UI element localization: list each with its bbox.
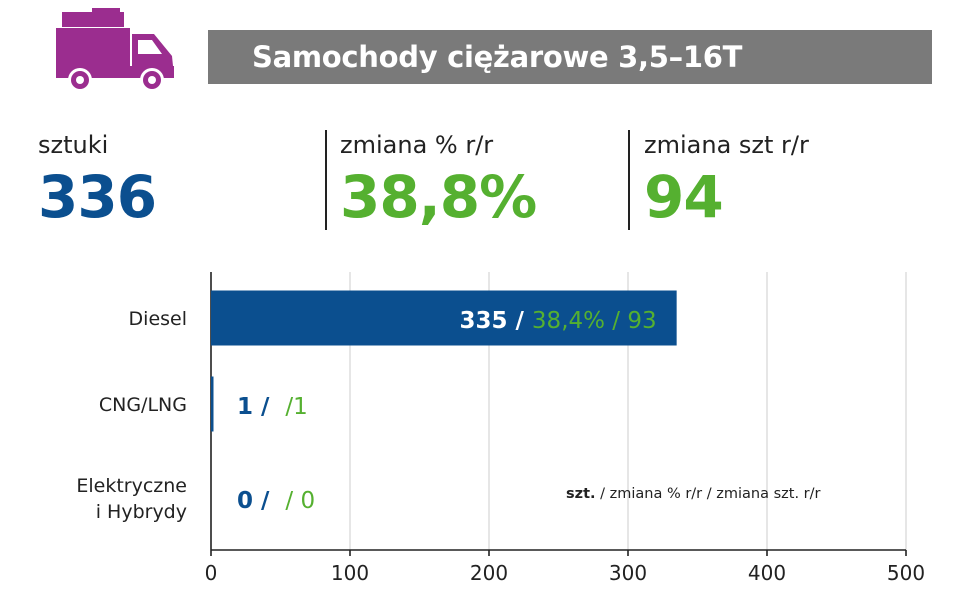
kpi-change-percent-label: zmiana % r/r bbox=[340, 131, 494, 159]
truck-cargo-body bbox=[56, 28, 130, 66]
legend-note: szt. / zmiana % r/r / zmiana szt. r/r bbox=[566, 486, 820, 502]
truck-wheel-front-hub bbox=[148, 76, 156, 84]
x-tick-label: 200 bbox=[470, 561, 508, 585]
kpi-divider bbox=[628, 130, 630, 230]
bar bbox=[211, 290, 677, 346]
x-tick-label: 400 bbox=[748, 561, 786, 585]
x-tick-label: 0 bbox=[205, 561, 218, 585]
truck-cargo-box bbox=[92, 8, 120, 14]
x-tick-label: 100 bbox=[331, 561, 369, 585]
kpi-change-percent: zmiana % r/r 38,8% bbox=[340, 128, 537, 232]
kpi-units: sztuki 336 bbox=[38, 128, 157, 232]
kpi-change-units-value: 94 bbox=[644, 163, 724, 231]
legend-note-rest: / zmiana % r/r / zmiana szt. r/r bbox=[595, 486, 821, 502]
kpi-divider bbox=[325, 130, 327, 230]
bar bbox=[211, 376, 214, 432]
kpi-change-units-label: zmiana szt r/r bbox=[644, 131, 809, 159]
legend-note-bold: szt. bbox=[566, 486, 596, 502]
truck-cargo-top bbox=[62, 12, 124, 27]
kpi-change-units: zmiana szt r/r 94 bbox=[644, 128, 809, 232]
x-tick-label: 300 bbox=[609, 561, 647, 585]
category-label: Elektryczne i Hybrydy bbox=[76, 475, 187, 523]
category-label: Diesel bbox=[129, 308, 187, 330]
truck-icon bbox=[56, 8, 174, 92]
data-label: 1 / /1 bbox=[237, 394, 308, 420]
bar-chart: 0 100 200 300 400 500 Diesel 335 / 38,4% / 93 CN… bbox=[76, 272, 925, 585]
data-label: 335 / 38,4% / 93 bbox=[459, 308, 656, 334]
page-title: Samochody ciężarowe 3,5–16T bbox=[208, 30, 932, 84]
x-tick-label: 500 bbox=[887, 561, 925, 585]
data-label: 0 / / 0 bbox=[237, 488, 315, 514]
kpi-change-percent-value: 38,8% bbox=[340, 163, 537, 231]
truck-window bbox=[138, 40, 162, 54]
category-label: CNG/LNG bbox=[99, 394, 187, 416]
truck-wheel-rear-hub bbox=[76, 76, 84, 84]
kpi-units-label: sztuki bbox=[38, 131, 109, 159]
kpi-units-value: 336 bbox=[38, 163, 157, 231]
